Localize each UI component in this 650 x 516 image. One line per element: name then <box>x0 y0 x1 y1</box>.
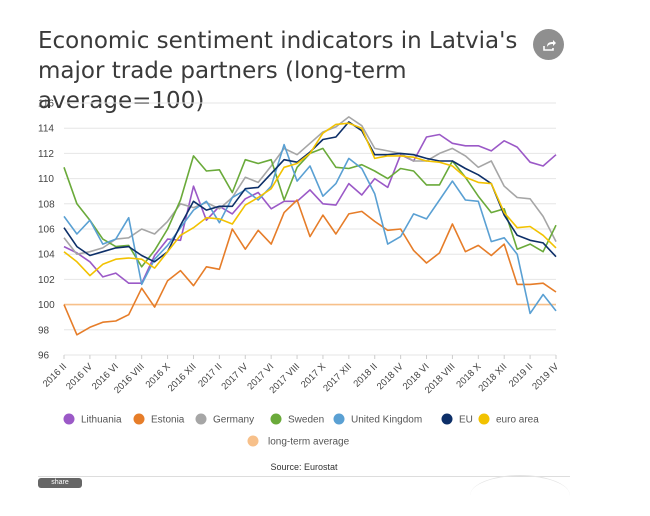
share-button[interactable] <box>533 29 564 60</box>
legend-marker-germany <box>195 413 207 425</box>
y-tick-label: 112 <box>38 149 54 160</box>
legend-label: Estonia <box>151 415 185 426</box>
series-line-estonia <box>63 199 557 336</box>
decorative-arc <box>470 475 570 516</box>
y-tick-label: 116 <box>38 99 54 110</box>
legend-label: Germany <box>213 415 254 426</box>
legend-label: United Kingdom <box>351 415 422 426</box>
x-tick-label: 2017 IV <box>219 361 250 392</box>
y-tick-label: 98 <box>38 325 50 336</box>
source-note: Source: Eurostat <box>270 462 338 472</box>
legend-label: EU <box>459 415 473 426</box>
legend-label: euro area <box>496 415 539 426</box>
x-tick-label: 2019 IV <box>530 361 561 392</box>
y-tick-label: 114 <box>38 124 54 135</box>
legend-marker-lithuania <box>63 413 75 425</box>
x-tick-label: 2016 IV <box>64 361 95 392</box>
x-tick-label: 2018 XII <box>477 361 510 394</box>
legend-marker-united-kingdom <box>333 413 345 425</box>
legend-label: Lithuania <box>81 415 122 426</box>
legend-label: long-term average <box>268 437 350 448</box>
footer-divider <box>38 476 570 477</box>
x-tick-label: 2018 IV <box>375 361 406 392</box>
legend-marker-sweden <box>270 413 282 425</box>
y-tick-label: 108 <box>38 199 55 210</box>
legend-marker-euro-area <box>478 413 490 425</box>
series-line-united-kingdom <box>63 143 557 315</box>
y-tick-label: 110 <box>38 174 54 185</box>
series-line-euro-area <box>63 122 557 277</box>
y-tick-label: 104 <box>38 250 55 261</box>
legend-marker-long-term-average <box>247 435 259 447</box>
legend-marker-estonia <box>133 413 145 425</box>
series-line-lithuania <box>63 133 557 285</box>
footer-share-button[interactable]: share <box>38 478 82 488</box>
legend-label: Sweden <box>288 415 324 426</box>
y-tick-label: 100 <box>38 300 55 311</box>
x-tick-label: 2016 XII <box>166 361 199 394</box>
series-line-germany <box>63 116 557 255</box>
share-icon <box>542 39 556 51</box>
chart-title: Economic sentiment indicators in Latvia'… <box>38 28 518 114</box>
legend-marker-eu <box>441 413 453 425</box>
y-tick-label: 102 <box>38 275 55 286</box>
x-tick-label: 2017 XII <box>321 361 354 394</box>
y-tick-label: 106 <box>38 225 55 236</box>
y-tick-label: 96 <box>38 351 50 362</box>
